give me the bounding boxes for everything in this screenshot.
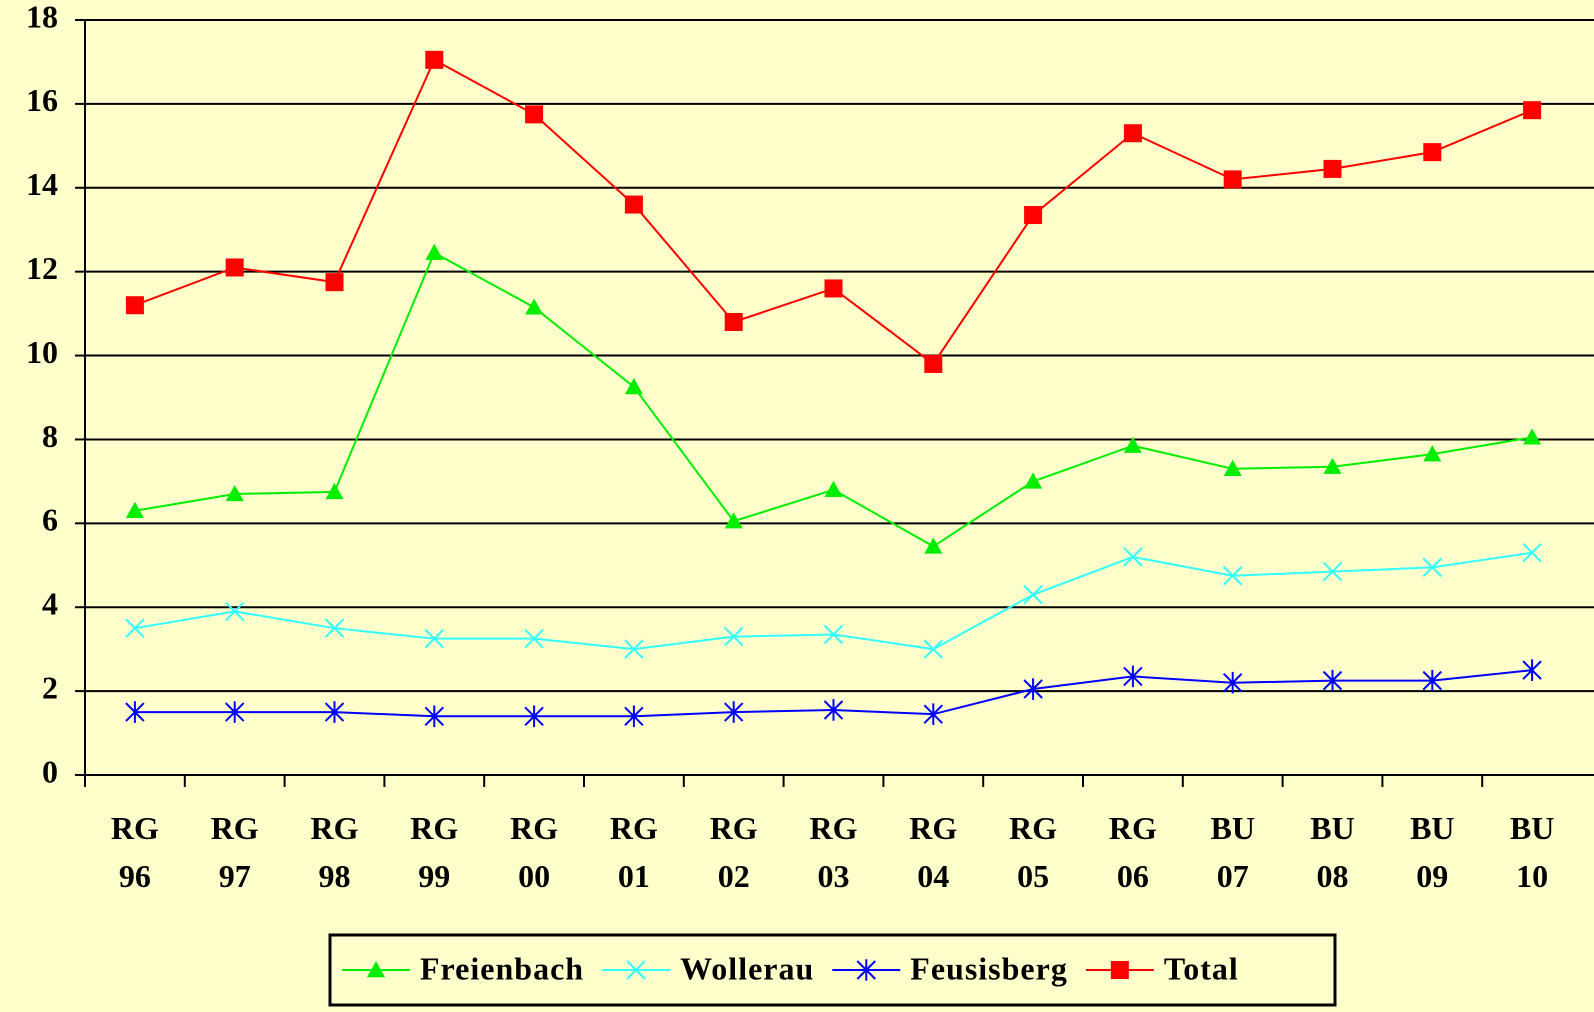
- marker: [1423, 143, 1442, 162]
- marker: [125, 501, 144, 518]
- marker: [624, 195, 643, 214]
- marker: [225, 258, 244, 277]
- marker: [1123, 124, 1142, 143]
- marker: [324, 618, 345, 638]
- marker: [1523, 101, 1542, 120]
- marker: [224, 601, 245, 622]
- marker: [824, 480, 843, 497]
- marker: [525, 105, 544, 124]
- y-tick-label: 6: [42, 502, 58, 538]
- x-tick-label: BU 09: [1410, 810, 1454, 894]
- marker: [225, 484, 244, 502]
- y-tick-label: 4: [42, 586, 58, 622]
- marker: [224, 701, 245, 723]
- marker: [1223, 170, 1242, 189]
- x-tick-label: RG 03: [810, 810, 858, 894]
- x-tick-label: RG 00: [510, 810, 558, 894]
- marker: [824, 279, 843, 298]
- marker: [325, 482, 344, 500]
- x-tick-label: BU 10: [1510, 810, 1554, 894]
- marker: [724, 313, 743, 331]
- x-tick-label: RG 05: [1009, 810, 1057, 894]
- x-tick-label: RG 96: [111, 810, 159, 894]
- marker: [1422, 557, 1443, 578]
- marker: [1024, 206, 1043, 225]
- marker: [1322, 669, 1343, 692]
- marker: [823, 624, 844, 645]
- marker: [125, 701, 145, 723]
- marker: [1222, 671, 1243, 694]
- legend-label: Feusisberg: [910, 950, 1068, 986]
- marker: [1523, 428, 1542, 445]
- marker: [1123, 547, 1143, 567]
- marker: [367, 961, 385, 978]
- marker: [324, 701, 345, 723]
- marker: [425, 50, 444, 69]
- legend-label: Total: [1164, 950, 1239, 986]
- marker: [1123, 436, 1142, 453]
- marker: [624, 639, 644, 659]
- marker: [1422, 669, 1443, 692]
- marker: [425, 243, 444, 260]
- x-tick-label: BU 08: [1310, 810, 1354, 894]
- y-tick-label: 14: [26, 166, 58, 202]
- marker: [823, 699, 844, 721]
- legend-label: Wollerau: [680, 950, 814, 986]
- marker: [1323, 457, 1342, 474]
- x-tick-label: RG 97: [211, 810, 259, 894]
- marker: [624, 378, 643, 395]
- x-tick-label: BU 07: [1210, 810, 1254, 894]
- x-tick-label: RG 06: [1109, 810, 1157, 894]
- marker: [723, 701, 744, 723]
- y-tick-label: 2: [42, 669, 58, 705]
- marker: [1222, 566, 1243, 586]
- y-tick-label: 0: [42, 753, 58, 789]
- marker: [525, 298, 544, 315]
- x-tick-label: RG 98: [311, 810, 359, 894]
- marker: [1110, 961, 1129, 979]
- marker: [1024, 472, 1043, 489]
- y-tick-label: 18: [26, 0, 58, 34]
- marker: [624, 705, 644, 728]
- marker: [1522, 659, 1542, 681]
- marker: [1223, 459, 1242, 477]
- marker: [1423, 445, 1442, 462]
- y-tick-label: 10: [26, 334, 58, 370]
- marker: [856, 959, 876, 981]
- marker: [125, 618, 145, 638]
- marker: [923, 703, 944, 725]
- x-tick-label: RG 04: [909, 810, 957, 894]
- marker: [424, 628, 445, 649]
- marker: [524, 628, 544, 649]
- marker: [723, 626, 744, 647]
- marker: [923, 639, 944, 659]
- legend-box: [328, 933, 1337, 1007]
- marker: [1023, 678, 1043, 700]
- marker: [1123, 665, 1143, 688]
- marker: [626, 960, 646, 980]
- marker: [924, 537, 943, 554]
- y-tick-label: 8: [42, 418, 58, 454]
- x-tick-label: RG 01: [610, 810, 658, 894]
- marker: [424, 705, 445, 728]
- legend-label: Freienbach: [420, 950, 584, 986]
- marker: [125, 296, 144, 315]
- marker: [1023, 584, 1043, 605]
- y-tick-label: 12: [26, 250, 58, 286]
- marker: [1323, 159, 1342, 178]
- x-tick-label: RG 02: [710, 810, 758, 894]
- marker: [1522, 542, 1542, 563]
- x-tick-label: RG 99: [410, 810, 458, 894]
- legend: Freienbach Wollerau Feusisberg Total: [328, 933, 1337, 1007]
- marker: [524, 705, 544, 728]
- y-tick-label: 16: [26, 82, 58, 118]
- marker: [325, 273, 344, 292]
- marker: [724, 512, 743, 529]
- marker: [924, 354, 943, 373]
- marker: [1322, 561, 1343, 582]
